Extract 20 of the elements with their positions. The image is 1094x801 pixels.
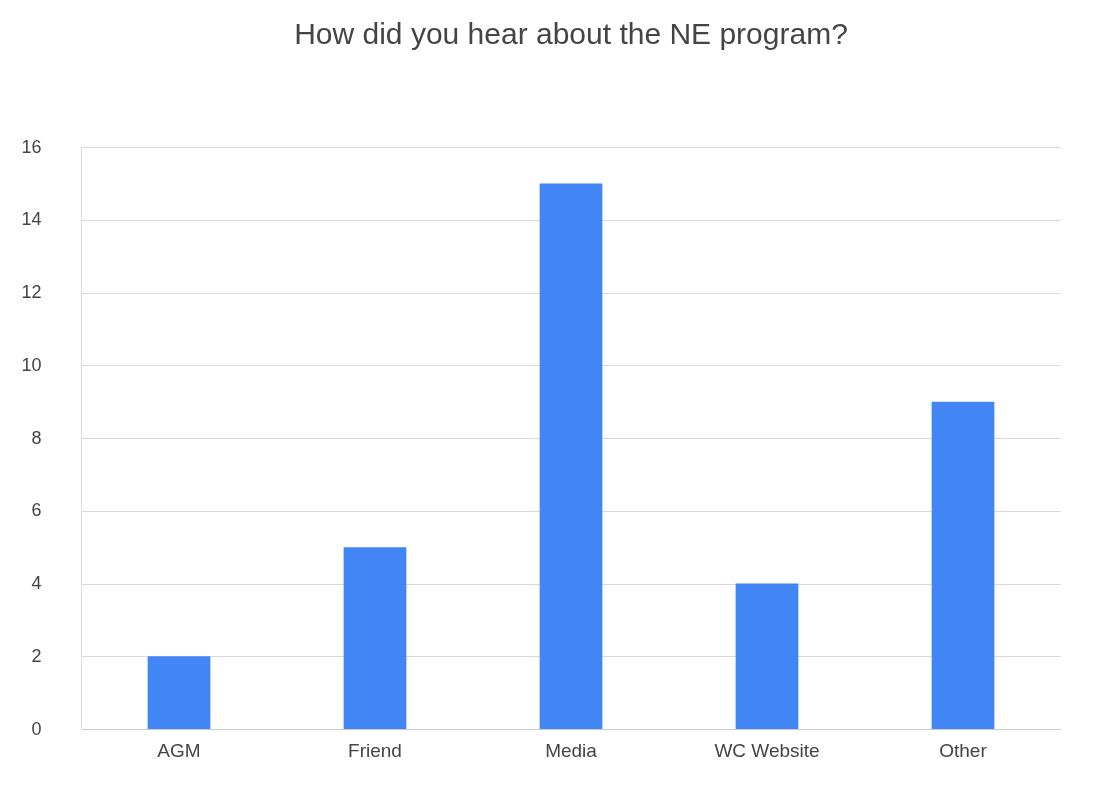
x-tick-label: Friend [348, 739, 402, 761]
y-tick-label: 10 [21, 354, 42, 375]
bar [147, 656, 211, 729]
bar [539, 183, 603, 729]
y-tick-label: 6 [31, 500, 42, 521]
x-tick-label: Media [545, 739, 598, 761]
y-tick-label: 0 [31, 718, 42, 739]
y-tick-label: 14 [21, 209, 42, 230]
bar [735, 583, 799, 729]
bar [343, 547, 407, 729]
y-tick-label: 12 [21, 282, 42, 302]
x-tick-label: AGM [157, 739, 201, 761]
y-tick-label: 2 [31, 645, 42, 666]
chart-title: How did you hear about the NE program? [294, 17, 848, 50]
y-tick-label: 4 [31, 573, 42, 593]
x-tick-label: WC Website [714, 739, 820, 761]
bar [931, 401, 995, 729]
y-tick-label: 16 [21, 136, 42, 157]
y-tick-label: 8 [31, 427, 42, 448]
x-tick-label: Other [939, 739, 988, 761]
